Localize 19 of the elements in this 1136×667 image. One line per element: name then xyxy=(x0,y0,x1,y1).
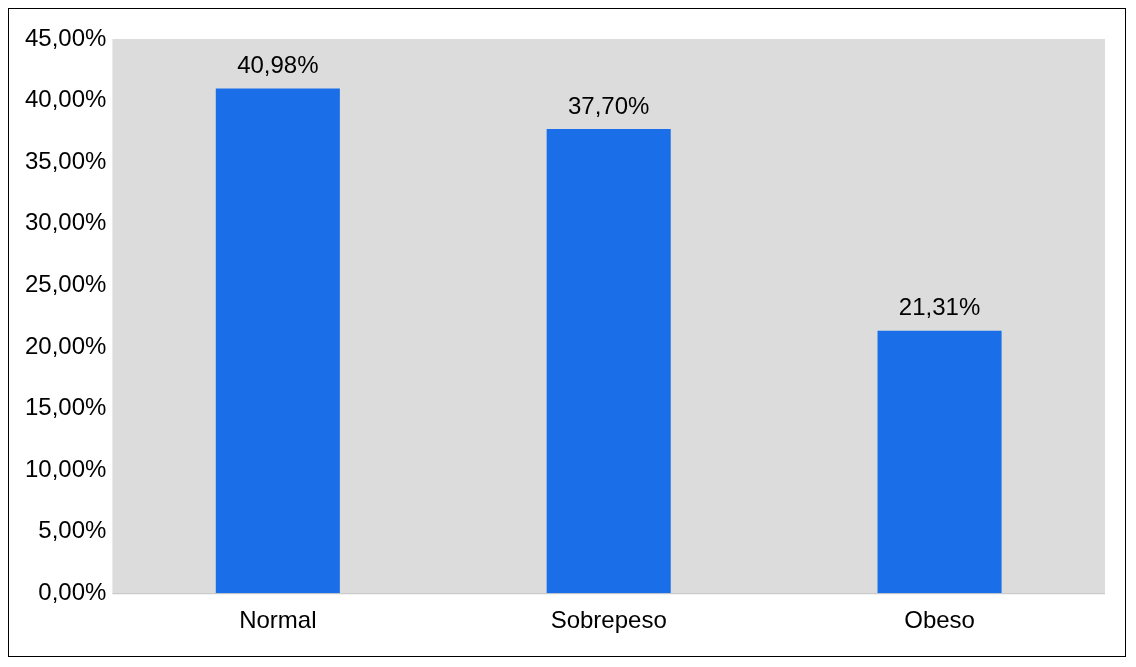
y-tick-label: 30,00% xyxy=(24,208,107,236)
y-tick-label: 0,00% xyxy=(38,577,107,605)
data-label: 21,31% xyxy=(898,293,981,321)
y-tick-label: 5,00% xyxy=(38,516,107,544)
y-tick-label: 10,00% xyxy=(24,454,107,482)
y-tick-label: 20,00% xyxy=(24,331,107,359)
bar xyxy=(877,330,1002,594)
y-tick-label: 25,00% xyxy=(24,269,107,297)
x-tick-label: Normal xyxy=(239,606,317,634)
x-tick-label: Obeso xyxy=(904,606,975,634)
data-label: 40,98% xyxy=(237,51,319,79)
y-tick-label: 45,00% xyxy=(24,23,107,51)
y-tick-label: 15,00% xyxy=(24,393,107,421)
y-tick-label: 35,00% xyxy=(24,146,107,174)
data-label: 37,70% xyxy=(568,91,650,119)
bar xyxy=(546,128,671,594)
bar xyxy=(215,88,340,594)
x-tick-label: Sobrepeso xyxy=(550,606,667,634)
y-tick-label: 40,00% xyxy=(24,85,107,113)
